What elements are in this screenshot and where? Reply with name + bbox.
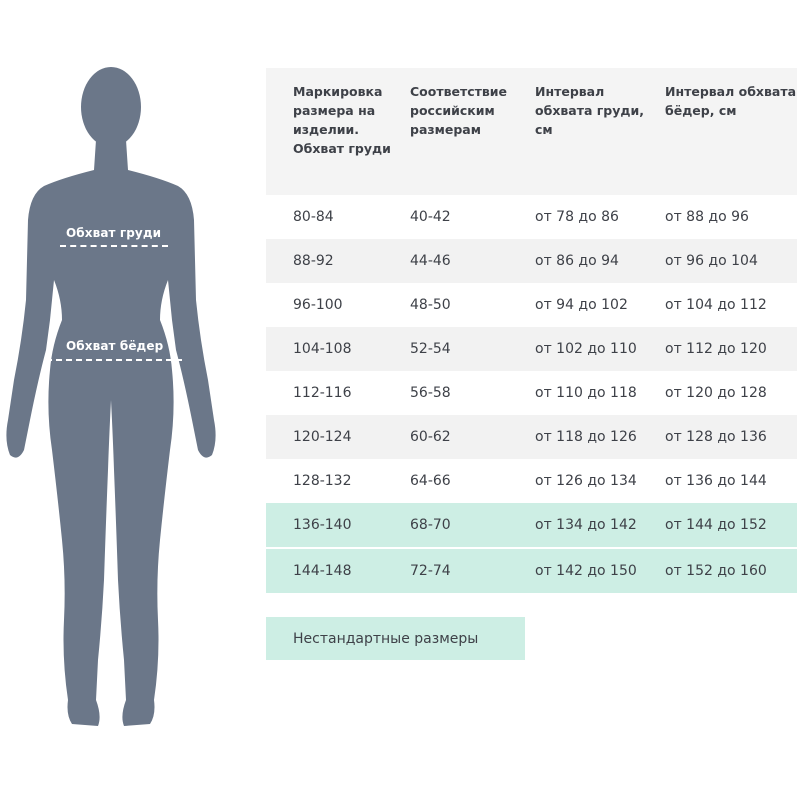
hip-range-cell: от 104 до 112 [665,297,767,313]
chest-range-cell: от 86 до 94 [535,253,619,269]
table-row: 128-132 64-66 от 126 до 134 от 136 до 144 [266,459,797,503]
hip-range-cell: от 120 до 128 [665,385,767,401]
chest-range-cell: от 118 до 126 [535,429,637,445]
size-label-cell: 144-148 [293,563,352,579]
hip-range-cell: от 96 до 104 [665,253,758,269]
chest-range-cell: от 78 до 86 [535,209,619,225]
chest-girth-label: Обхват груди [66,226,162,240]
header-russian-size: Соответствие российским размерам [410,84,508,137]
russian-size-cell: 64-66 [410,473,451,489]
hip-range-cell: от 128 до 136 [665,429,767,445]
russian-size-cell: 60-62 [410,429,451,445]
header-chest-range: Интервал обхвата груди, см [535,84,644,137]
russian-size-cell: 68-70 [410,517,451,533]
size-label-cell: 88-92 [293,253,334,269]
chest-range-cell: от 142 до 150 [535,563,637,579]
russian-size-cell: 72-74 [410,563,451,579]
chest-range-cell: от 134 до 142 [535,517,637,533]
table-row: 112-116 56-58 от 110 до 118 от 120 до 128 [266,371,797,415]
chest-range-cell: от 126 до 134 [535,473,637,489]
russian-size-cell: 40-42 [410,209,451,225]
header-size-label: Маркировка размера на изделии. Обхват гр… [293,84,391,156]
russian-size-cell: 48-50 [410,297,451,313]
chest-range-cell: от 102 до 110 [535,341,637,357]
hip-range-cell: от 152 до 160 [665,563,767,579]
russian-size-cell: 44-46 [410,253,451,269]
russian-size-cell: 56-58 [410,385,451,401]
hip-girth-label: Обхват бёдер [66,339,164,353]
nonstandard-sizes-label: Нестандартные размеры [293,630,479,647]
size-table: Маркировка размера на изделии. Обхват гр… [266,68,797,593]
size-label-cell: 128-132 [293,473,352,489]
table-row: 96-100 48-50 от 94 до 102 от 104 до 112 [266,283,797,327]
table-row: 120-124 60-62 от 118 до 126 от 128 до 136 [266,415,797,459]
hip-range-cell: от 136 до 144 [665,473,767,489]
table-header: Маркировка размера на изделии. Обхват гр… [266,68,797,195]
russian-size-cell: 52-54 [410,341,451,357]
table-row: 80-84 40-42 от 78 до 86 от 88 до 96 [266,195,797,239]
size-label-cell: 104-108 [293,341,352,357]
female-silhouette [6,67,216,726]
size-label-cell: 120-124 [293,429,352,445]
table-row: 104-108 52-54 от 102 до 110 от 112 до 120 [266,327,797,371]
table-row: 136-140 68-70 от 134 до 142 от 144 до 152 [266,503,797,547]
chest-range-cell: от 110 до 118 [535,385,637,401]
hip-dashed-line [46,359,182,361]
header-hip-range: Интервал обхвата бёдер, см [665,84,797,118]
size-label-cell: 80-84 [293,209,334,225]
hip-range-cell: от 88 до 96 [665,209,749,225]
table-row: 144-148 72-74 от 142 до 150 от 152 до 160 [266,547,797,593]
table-row: 88-92 44-46 от 86 до 94 от 96 до 104 [266,239,797,283]
size-label-cell: 112-116 [293,385,352,401]
hip-range-cell: от 144 до 152 [665,517,767,533]
nonstandard-sizes-button[interactable]: Нестандартные размеры [266,617,525,660]
chest-range-cell: от 94 до 102 [535,297,628,313]
size-label-cell: 96-100 [293,297,343,313]
size-label-cell: 136-140 [293,517,352,533]
hip-range-cell: от 112 до 120 [665,341,767,357]
chest-dashed-line [60,245,168,247]
